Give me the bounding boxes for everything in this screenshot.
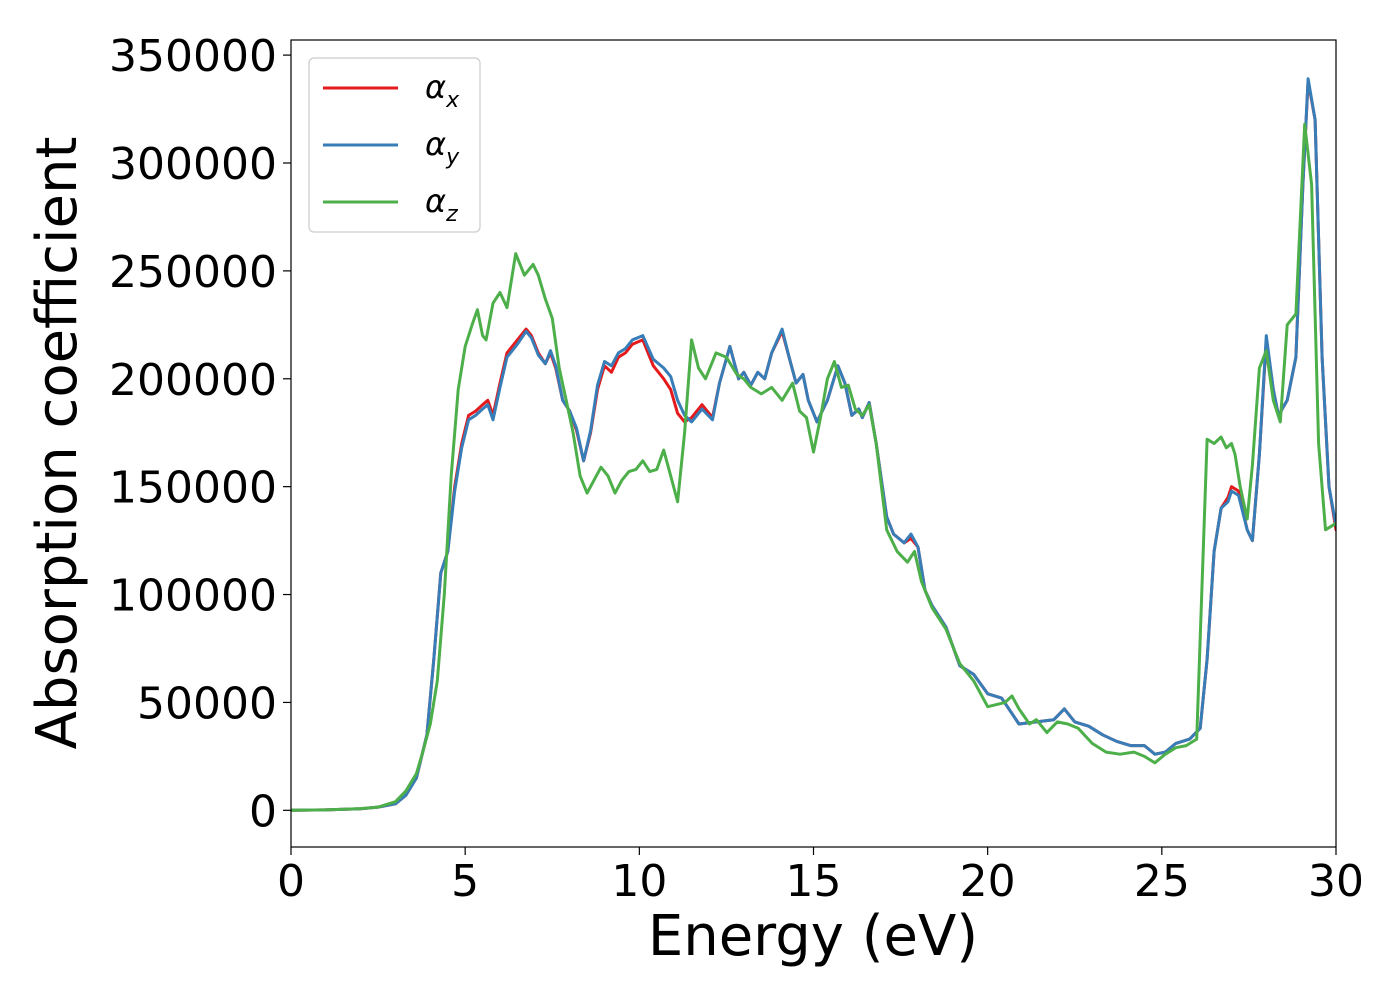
y-tick-label: 100000 <box>109 571 277 622</box>
x-tick-label: 10 <box>611 856 667 907</box>
y-tick-label: 50000 <box>137 678 277 729</box>
x-tick-label: 30 <box>1308 856 1364 907</box>
series-lines <box>291 77 1336 812</box>
legend-label-z: αz <box>425 182 458 227</box>
y-tick-label: 150000 <box>109 463 277 514</box>
y-axis-label: Absorption coefficient <box>25 137 90 750</box>
y-tick-label: 350000 <box>109 31 277 82</box>
x-tick-label: 15 <box>786 856 842 907</box>
x-axis-label: Energy (eV) <box>648 904 978 969</box>
x-axis-ticks: 0 5 10 15 20 25 30 <box>277 847 1364 907</box>
x-tick-label: 25 <box>1134 856 1190 907</box>
legend-label-x: αx <box>425 68 460 113</box>
y-tick-label: 200000 <box>109 355 277 406</box>
legend-label-y: αy <box>425 125 460 170</box>
y-tick-label: 0 <box>249 786 277 837</box>
x-tick-label: 5 <box>451 856 479 907</box>
y-tick-label: 300000 <box>109 139 277 190</box>
y-axis-ticks: 0 50000 100000 150000 200000 250000 300000 3500… <box>109 31 291 837</box>
y-tick-label: 250000 <box>109 247 277 298</box>
x-tick-label: 20 <box>960 856 1016 907</box>
series-line-z <box>291 122 1336 812</box>
legend: αx αy αz <box>308 57 481 233</box>
x-tick-label: 0 <box>277 856 305 907</box>
series-line-y <box>291 77 1336 812</box>
